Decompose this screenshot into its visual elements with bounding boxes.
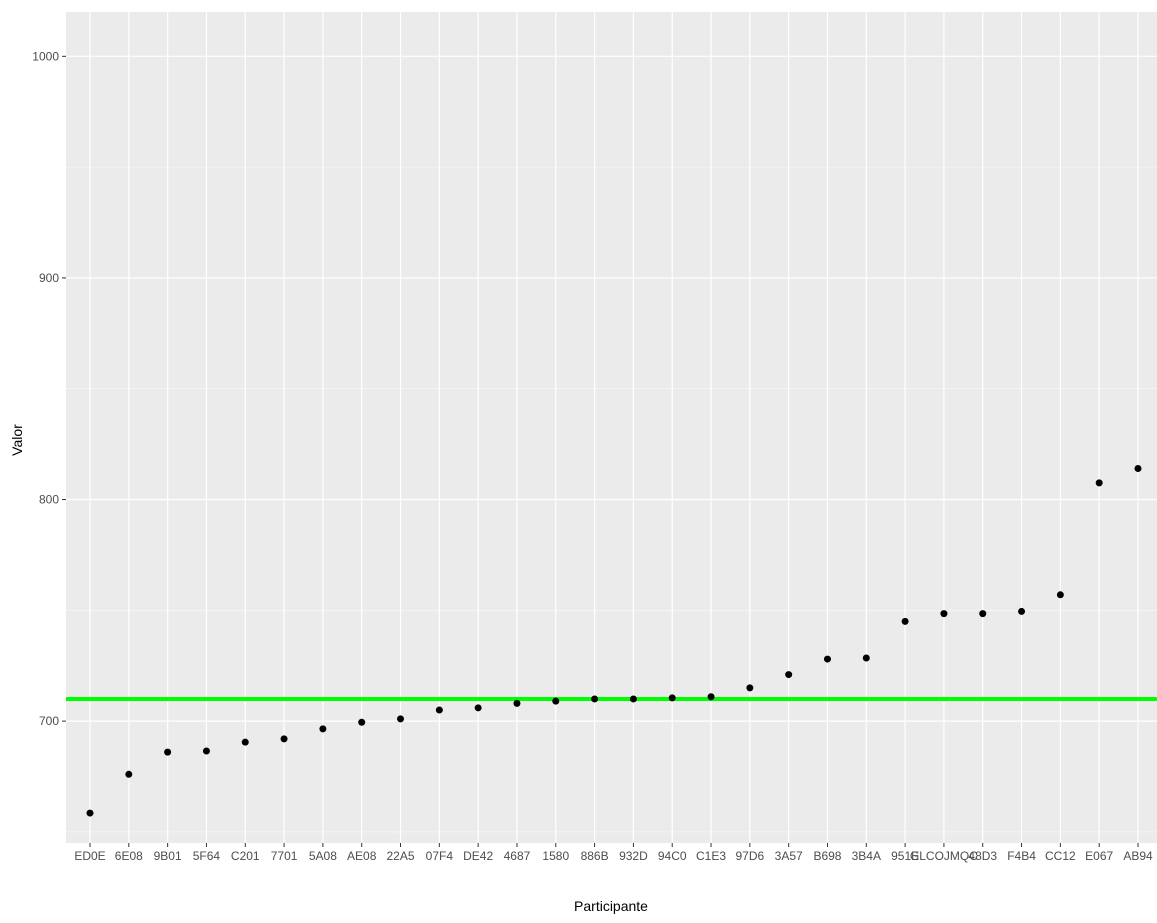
x-tick-label: 94C0 bbox=[658, 849, 687, 863]
y-tick-label: 800 bbox=[39, 493, 59, 507]
x-axis-ticks: ED0E 6E08 9B01 5F64 C201 7701 5A08 AE08 22A5 07F4… bbox=[74, 843, 1153, 863]
data-point bbox=[668, 694, 676, 702]
data-point bbox=[86, 809, 94, 817]
x-tick-label: 9B01 bbox=[154, 849, 182, 863]
data-point bbox=[901, 617, 909, 625]
data-point bbox=[1018, 607, 1026, 615]
x-tick-label: AE08 bbox=[347, 849, 377, 863]
data-point bbox=[125, 770, 133, 778]
x-tick-label: 886B bbox=[581, 849, 609, 863]
x-tick-label: ED0E bbox=[74, 849, 105, 863]
data-point bbox=[862, 654, 870, 662]
data-point bbox=[552, 697, 560, 705]
x-tick-label: GLCOJMQC bbox=[910, 849, 978, 863]
x-tick-label: E067 bbox=[1085, 849, 1113, 863]
x-tick-label: AB94 bbox=[1123, 849, 1153, 863]
data-point bbox=[1095, 479, 1103, 487]
data-point bbox=[202, 747, 210, 755]
x-tick-label: 4687 bbox=[504, 849, 531, 863]
data-point bbox=[746, 684, 754, 692]
data-point bbox=[1134, 464, 1142, 472]
data-point bbox=[435, 706, 443, 714]
data-point bbox=[629, 695, 637, 703]
x-tick-label: C1E3 bbox=[696, 849, 726, 863]
x-tick-label: 6E08 bbox=[115, 849, 143, 863]
data-point bbox=[591, 695, 599, 703]
data-point bbox=[785, 671, 793, 679]
x-tick-label: 951E bbox=[891, 849, 919, 863]
x-tick-label: F4B4 bbox=[1007, 849, 1036, 863]
x-tick-label: 07F4 bbox=[426, 849, 454, 863]
data-point bbox=[823, 655, 831, 663]
x-tick-label: 7701 bbox=[271, 849, 298, 863]
data-point bbox=[164, 748, 172, 756]
y-tick-label: 700 bbox=[39, 714, 59, 728]
panel-background bbox=[66, 12, 1157, 843]
data-point bbox=[319, 725, 327, 733]
minor-gridlines bbox=[66, 166, 1157, 833]
data-point bbox=[397, 715, 405, 723]
x-tick-label: B698 bbox=[813, 849, 841, 863]
data-point bbox=[358, 718, 366, 726]
x-axis-title: Participante bbox=[574, 898, 648, 914]
x-tick-label: 3B4A bbox=[852, 849, 881, 863]
data-point bbox=[1056, 591, 1064, 599]
x-tick-label: 1580 bbox=[542, 849, 569, 863]
x-tick-label: 932D bbox=[619, 849, 648, 863]
y-tick-label: 1000 bbox=[32, 49, 59, 63]
x-tick-label: CC12 bbox=[1045, 849, 1076, 863]
x-tick-label: 5F64 bbox=[193, 849, 221, 863]
x-tick-label: 22A5 bbox=[387, 849, 415, 863]
data-point bbox=[280, 735, 288, 743]
y-axis-title: Valor bbox=[9, 424, 25, 456]
data-point bbox=[979, 610, 987, 618]
y-axis-ticks: 700 800 900 1000 bbox=[32, 49, 66, 728]
x-tick-label: 5A08 bbox=[309, 849, 337, 863]
major-gridlines bbox=[66, 12, 1157, 843]
data-point bbox=[707, 693, 715, 701]
x-tick-label: 97D6 bbox=[736, 849, 765, 863]
y-tick-label: 900 bbox=[39, 271, 59, 285]
x-tick-label: 48D3 bbox=[968, 849, 997, 863]
data-point bbox=[940, 610, 948, 618]
data-points bbox=[86, 464, 1142, 817]
data-point bbox=[241, 738, 249, 746]
x-tick-label: C201 bbox=[231, 849, 260, 863]
data-point bbox=[513, 699, 521, 707]
data-point bbox=[474, 704, 482, 712]
x-tick-label: DE42 bbox=[463, 849, 493, 863]
x-tick-label: 3A57 bbox=[775, 849, 803, 863]
